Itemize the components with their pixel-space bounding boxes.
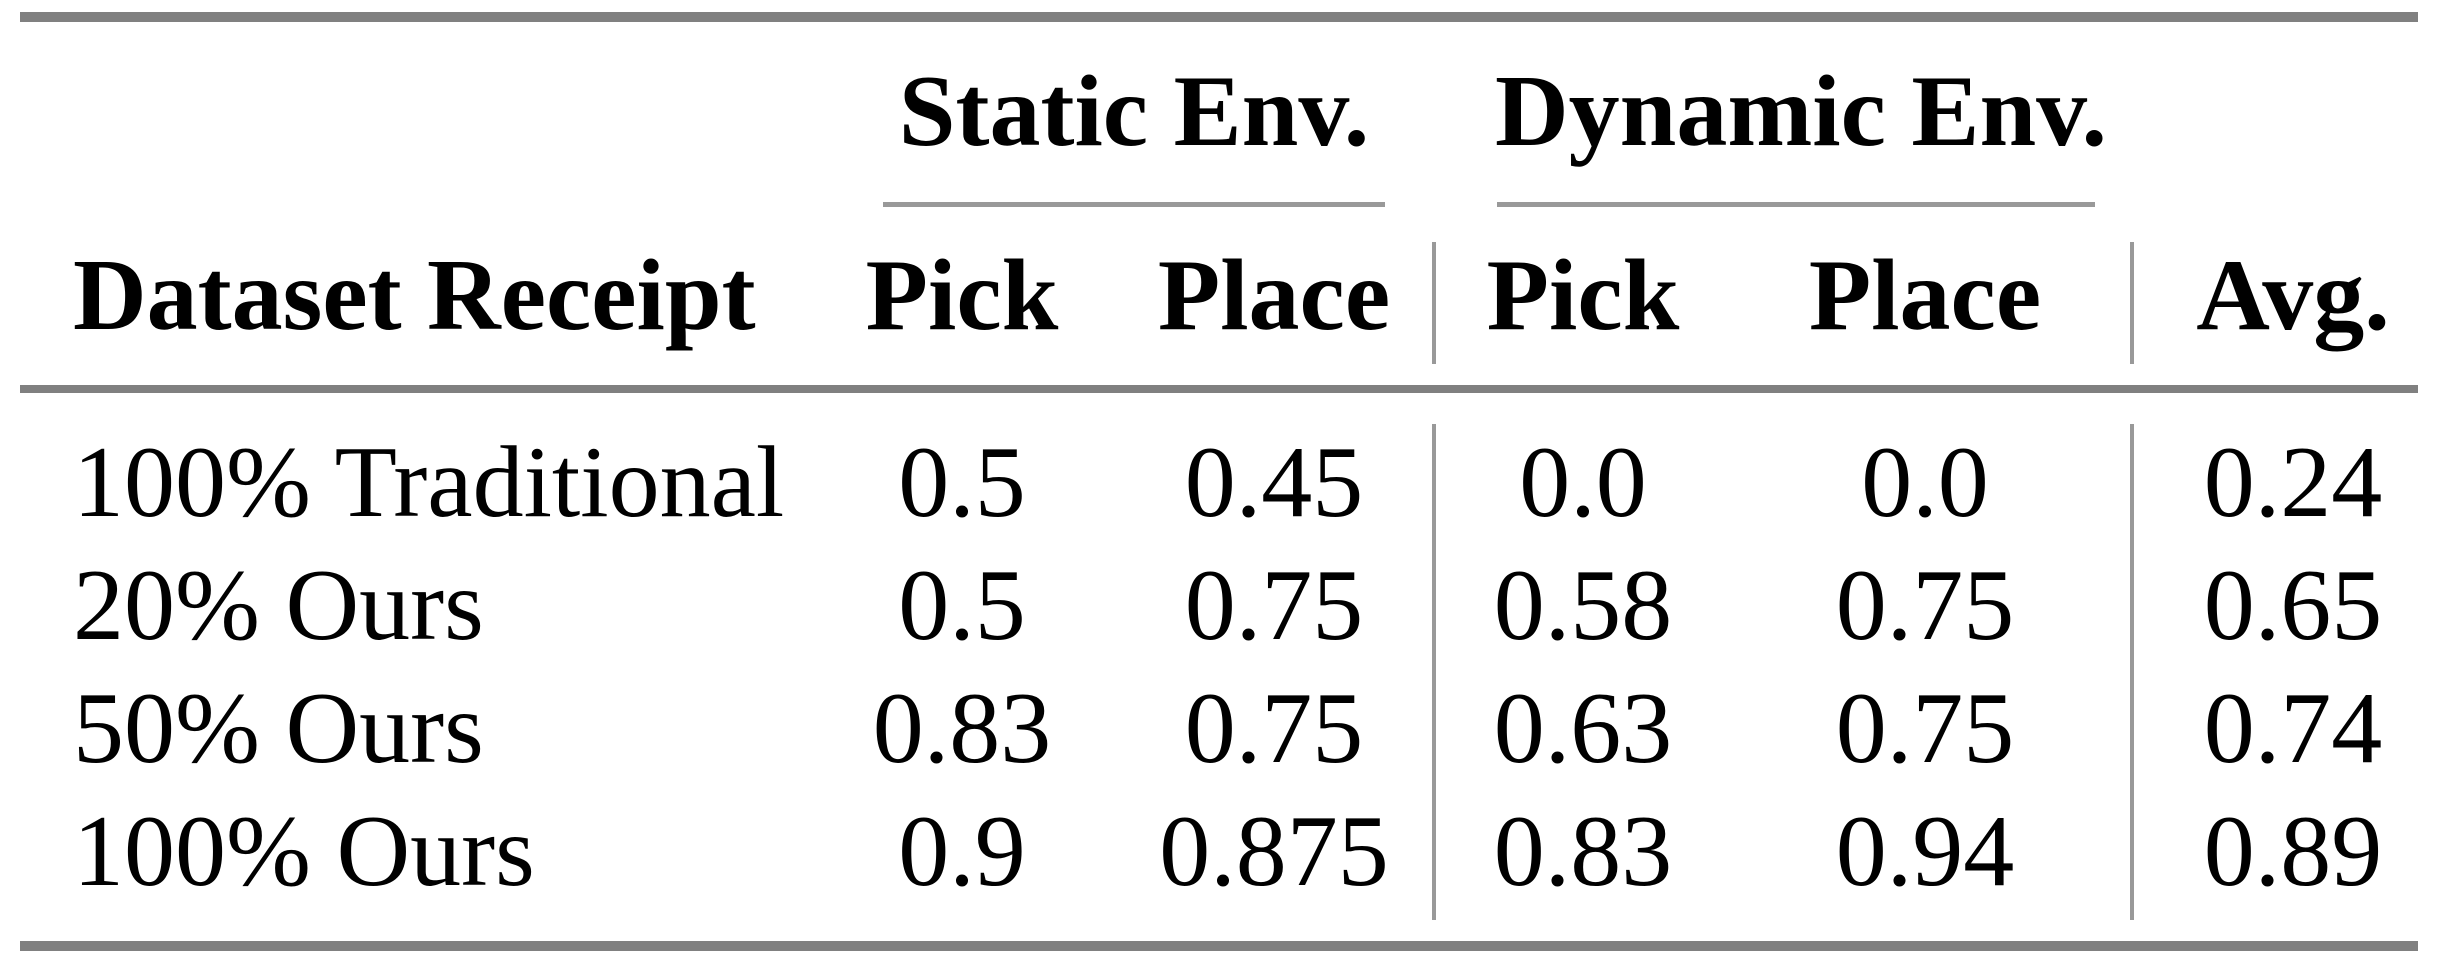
cell-static-place: 0.75 xyxy=(1184,548,1364,662)
cell-avg: 0.24 xyxy=(2203,425,2383,539)
cell-static-place: 0.45 xyxy=(1184,425,1364,539)
group-header-dynamic-env: Dynamic Env. xyxy=(1494,54,2108,168)
vertical-separator-2-body xyxy=(2130,424,2134,920)
cell-dynamic-place: 0.75 xyxy=(1835,671,2015,785)
row-label: 50% Ours xyxy=(73,671,484,785)
cell-dynamic-pick: 0.0 xyxy=(1519,425,1647,539)
cell-static-pick: 0.5 xyxy=(898,548,1026,662)
column-header-avg: Avg. xyxy=(2196,238,2390,352)
column-header-static-place: Place xyxy=(1157,238,1391,352)
column-header-dynamic-place: Place xyxy=(1808,238,2042,352)
cell-static-place: 0.75 xyxy=(1184,671,1364,785)
row-label: 100% Ours xyxy=(73,794,535,908)
cell-dynamic-place: 0.94 xyxy=(1835,794,2015,908)
column-header-static-pick: Pick xyxy=(865,238,1059,352)
table-header-rule xyxy=(20,385,2418,393)
cell-dynamic-pick: 0.58 xyxy=(1493,548,1673,662)
cell-dynamic-place: 0.0 xyxy=(1861,425,1989,539)
column-header-dynamic-pick: Pick xyxy=(1486,238,1680,352)
vertical-separator-1-header xyxy=(1432,242,1436,364)
table-bottom-rule xyxy=(20,941,2418,951)
dynamic-env-underline xyxy=(1497,202,2095,207)
vertical-separator-1-body xyxy=(1432,424,1436,920)
column-header-dataset-receipt: Dataset Receipt xyxy=(73,238,756,352)
cell-avg: 0.89 xyxy=(2203,794,2383,908)
cell-dynamic-pick: 0.83 xyxy=(1493,794,1673,908)
cell-static-place: 0.875 xyxy=(1159,794,1389,908)
cell-static-pick: 0.83 xyxy=(872,671,1052,785)
table-top-rule xyxy=(20,12,2418,22)
cell-avg: 0.65 xyxy=(2203,548,2383,662)
cell-avg: 0.74 xyxy=(2203,671,2383,785)
cell-static-pick: 0.5 xyxy=(898,425,1026,539)
static-env-underline xyxy=(883,202,1385,207)
group-header-static-env: Static Env. xyxy=(898,54,1370,168)
vertical-separator-2-header xyxy=(2130,242,2134,364)
row-label: 100% Traditional xyxy=(73,425,785,539)
cell-static-pick: 0.9 xyxy=(898,794,1026,908)
row-label: 20% Ours xyxy=(73,548,484,662)
cell-dynamic-pick: 0.63 xyxy=(1493,671,1673,785)
cell-dynamic-place: 0.75 xyxy=(1835,548,2015,662)
